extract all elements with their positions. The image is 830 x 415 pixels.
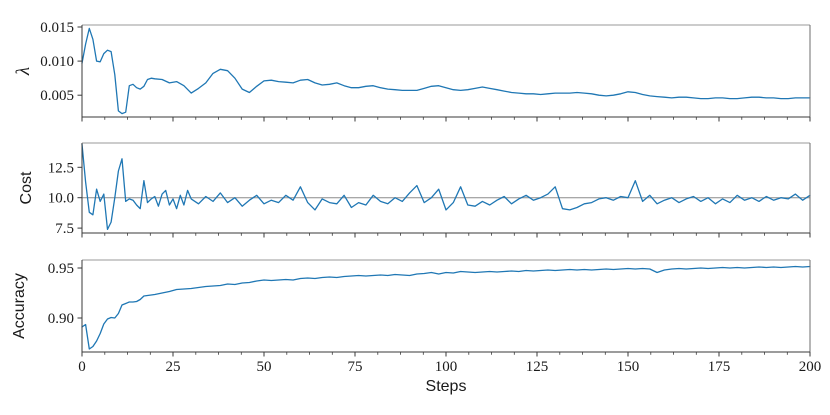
accuracy-xtick-label: 100	[435, 359, 458, 375]
accuracy-xtick-label: 125	[526, 359, 549, 375]
accuracy-xtick-label: 0	[78, 359, 86, 375]
lambda-ytick-label: 0.015	[40, 20, 74, 36]
steps-axis-label: Steps	[425, 378, 467, 395]
accuracy-xtick-label: 75	[348, 359, 363, 375]
cost-ytick-label: 10.0	[48, 191, 74, 207]
accuracy-xtick-label: 50	[257, 359, 272, 375]
lambda-series-line	[81, 27, 811, 115]
accuracy-ytick-label: 0.90	[48, 311, 74, 327]
accuracy-ytick-label: 0.95	[48, 261, 74, 277]
cost-ytick-label: 12.5	[48, 160, 74, 176]
accuracy-xtick-label: 25	[166, 359, 181, 375]
accuracy-axis-label: Accuracy	[11, 273, 28, 339]
accuracy-xtick-label: 200	[799, 359, 822, 375]
accuracy-xtick-label: 175	[708, 359, 731, 375]
cost-series-line	[81, 143, 811, 231]
accuracy-series-line	[81, 265, 811, 350]
cost-ytick-label: 7.5	[55, 221, 74, 237]
accuracy-xtick-label: 150	[617, 359, 640, 375]
lambda-ytick-label: 0.005	[40, 88, 74, 104]
lambda-ytick-label: 0.010	[40, 54, 74, 70]
